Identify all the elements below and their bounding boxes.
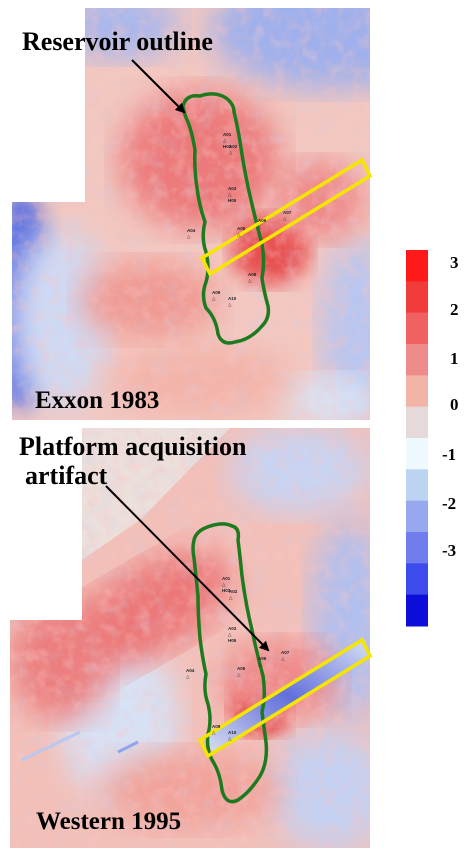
svg-text:A02: A02 [229, 589, 238, 594]
svg-text:△: △ [237, 672, 241, 677]
label-western-1995: Western 1995 [36, 808, 181, 835]
highlight-box-top [199, 157, 373, 277]
svg-text:A07: A07 [283, 210, 292, 215]
annotation-platform-acquisition-line1: Platform acquisition [19, 432, 247, 461]
svg-text:△: △ [248, 278, 252, 283]
svg-text:A10: A10 [228, 296, 237, 301]
svg-text:H05: H05 [228, 638, 237, 643]
legend-swatch [406, 438, 428, 470]
svg-text:H03: H03 [222, 588, 231, 593]
map-panel-exxon [12, 8, 370, 420]
svg-text:△: △ [212, 730, 216, 735]
legend-swatch [406, 375, 428, 408]
legend-label: 1 [450, 349, 459, 368]
legend-swatch [406, 532, 428, 564]
legend-label: -2 [442, 494, 456, 513]
svg-text:△: △ [229, 595, 233, 600]
map-panel-western [10, 428, 370, 848]
legend-label: -3 [442, 541, 456, 560]
svg-text:A01: A01 [222, 576, 231, 581]
color-scale-legend: 3 2 1 0 -1 -2 -3 [406, 250, 459, 627]
svg-text:A09: A09 [212, 724, 221, 729]
svg-text:△: △ [237, 232, 241, 237]
svg-text:△: △ [258, 224, 262, 229]
legend-label: 2 [450, 300, 459, 319]
svg-text:A04: A04 [186, 668, 195, 673]
svg-text:A09: A09 [212, 290, 221, 295]
arrow-reservoir-outline [131, 59, 186, 114]
svg-text:△: △ [229, 150, 233, 155]
svg-text:A07: A07 [281, 650, 290, 655]
svg-text:△: △ [187, 234, 191, 239]
legend-swatch [406, 344, 428, 376]
well-markers-top: A01△H03 A02△ A03△H05 A04△ A05△ A06△ A07△… [187, 132, 292, 307]
svg-text:△: △ [228, 632, 232, 637]
svg-text:△: △ [222, 582, 226, 587]
legend-label: 0 [450, 395, 459, 414]
reservoir-outline-top [181, 92, 271, 345]
svg-text:A03: A03 [228, 626, 237, 631]
arrow-platform-artifact [105, 485, 270, 652]
svg-text:A01: A01 [223, 132, 232, 137]
svg-text:A10: A10 [228, 730, 237, 735]
svg-text:A06: A06 [258, 218, 267, 223]
label-exxon-1983: Exxon 1983 [35, 387, 159, 414]
svg-text:△: △ [228, 736, 232, 741]
svg-text:H03: H03 [223, 144, 232, 149]
reservoir-outline-bottom [191, 522, 269, 804]
legend-swatch [406, 594, 428, 627]
svg-text:A08: A08 [248, 272, 257, 277]
svg-text:△: △ [281, 656, 285, 661]
legend-swatch [406, 500, 428, 533]
legend-swatch [406, 281, 428, 314]
legend-label: 3 [450, 253, 459, 272]
highlight-box-bottom [197, 637, 373, 759]
annotation-platform-acquisition-line2: artifact [25, 461, 108, 490]
legend-label: -1 [442, 445, 456, 464]
legend-swatch [406, 406, 428, 439]
svg-text:A02: A02 [229, 144, 238, 149]
svg-text:△: △ [186, 674, 190, 679]
svg-text:△: △ [283, 216, 287, 221]
well-markers-bottom: A01△H03 A02△ A03△H05 A04△ A05△ A06△ A07△… [186, 576, 290, 741]
svg-text:H05: H05 [228, 198, 237, 203]
svg-text:△: △ [228, 192, 232, 197]
svg-text:A05: A05 [237, 226, 246, 231]
annotation-reservoir-outline: Reservoir outline [22, 27, 213, 56]
legend-swatch [406, 250, 428, 282]
svg-text:△: △ [258, 662, 262, 667]
legend-swatch [406, 469, 428, 502]
svg-text:A05: A05 [237, 666, 246, 671]
svg-text:△: △ [212, 296, 216, 301]
svg-text:A04: A04 [187, 228, 196, 233]
svg-text:△: △ [228, 302, 232, 307]
legend-swatch [406, 312, 428, 345]
svg-text:A06: A06 [258, 656, 267, 661]
svg-text:A03: A03 [228, 186, 237, 191]
svg-text:△: △ [223, 138, 227, 143]
legend-swatch [406, 563, 428, 596]
